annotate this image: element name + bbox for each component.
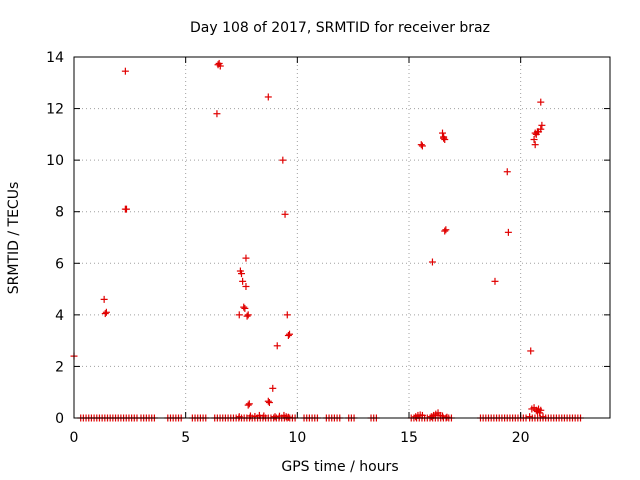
data-point: [427, 413, 435, 421]
chart-title: Day 108 of 2017, SRMTID for receiver bra…: [190, 20, 490, 36]
data-point: [264, 397, 272, 405]
y-tick-label: 10: [46, 153, 64, 169]
data-point: [527, 347, 535, 355]
data-point: [265, 399, 273, 407]
data-point: [242, 282, 250, 290]
data-point: [441, 227, 449, 235]
x-tick-label: 5: [181, 430, 190, 446]
data-point: [100, 295, 108, 303]
y-tick-label: 4: [55, 308, 64, 324]
x-tick-label: 15: [400, 430, 418, 446]
data-point: [531, 129, 539, 137]
data-point: [491, 277, 499, 285]
data-point: [245, 400, 253, 408]
data-point: [531, 141, 539, 149]
data-point: [530, 136, 538, 144]
y-tick-label: 6: [55, 256, 64, 272]
data-point: [526, 413, 534, 421]
data-point: [121, 67, 129, 75]
data-point: [264, 93, 272, 101]
data-point: [241, 304, 249, 312]
data-point: [279, 156, 287, 164]
data-point: [238, 270, 245, 278]
axis-ticks: 0 5 10 15 20 0 2 4 6 8 10 12 14: [46, 50, 610, 446]
data-point: [284, 413, 292, 421]
data-point: [286, 330, 294, 338]
data-point: [417, 141, 425, 149]
data-point: [537, 406, 545, 414]
data-point: [275, 412, 283, 420]
data-point: [442, 226, 450, 234]
data-point: [537, 98, 545, 106]
data-point: [284, 331, 292, 339]
data-point: [428, 258, 436, 266]
data-point: [273, 342, 281, 350]
data-point: [240, 303, 248, 311]
data-point: [216, 62, 224, 70]
data-point: [539, 413, 547, 421]
y-tick-label: 14: [46, 50, 64, 66]
y-tick-label: 0: [55, 411, 64, 427]
y-tick-label: 12: [46, 102, 64, 118]
data-point: [102, 308, 110, 316]
data-point: [441, 136, 449, 144]
data-point: [269, 384, 277, 392]
data-point: [538, 121, 546, 129]
data-point: [244, 401, 252, 409]
data-point: [242, 254, 250, 262]
data-point: [244, 311, 252, 319]
data-point: [101, 310, 109, 318]
plot-frame: [73, 56, 611, 419]
data-point: [504, 228, 512, 236]
y-tick-label: 8: [55, 205, 64, 221]
x-axis-label: GPS time / hours: [281, 459, 398, 475]
data-point: [235, 311, 243, 319]
x-tick-label: 0: [70, 430, 79, 446]
data-point: [503, 168, 511, 176]
data-points: [70, 59, 585, 422]
y-axis-label: SRMTID / TECUs: [6, 182, 22, 295]
data-point: [281, 210, 289, 218]
data-point: [235, 413, 243, 421]
data-point: [418, 142, 426, 150]
x-tick-label: 10: [288, 430, 306, 446]
data-point: [213, 110, 221, 118]
grid-lines: [74, 57, 610, 418]
data-point: [440, 134, 448, 142]
data-point: [439, 129, 446, 137]
data-point: [283, 311, 291, 319]
data-point: [443, 413, 451, 421]
y-tick-label: 2: [55, 359, 64, 375]
data-point: [537, 125, 545, 133]
data-point: [251, 412, 259, 420]
data-point: [243, 312, 251, 320]
data-point: [239, 277, 247, 285]
x-tick-label: 20: [512, 430, 530, 446]
data-point: [122, 205, 130, 213]
